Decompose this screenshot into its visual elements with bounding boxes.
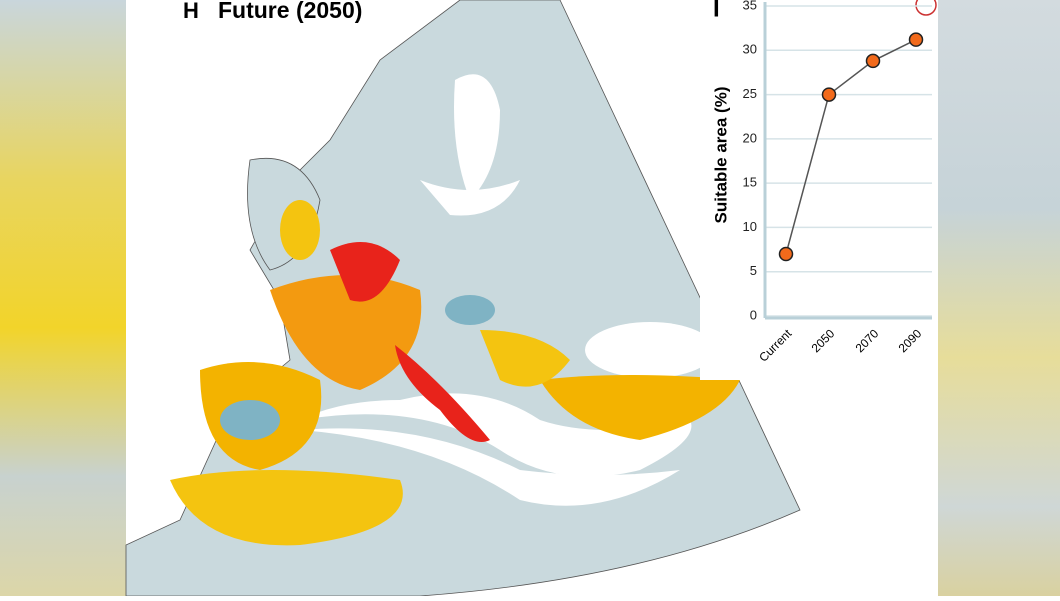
black-sea — [585, 322, 715, 378]
panel-label: I — [713, 0, 720, 22]
sea — [300, 428, 680, 506]
data-point — [821, 87, 837, 102]
suitability-area — [270, 275, 422, 390]
y-axis-title: Suitable area (%) — [711, 87, 730, 224]
line-chart: I Suitable area (%) — [700, 0, 938, 380]
map-title: Future (2050) — [218, 0, 362, 23]
y-tick-label: 0 — [750, 307, 757, 322]
data-point — [865, 53, 881, 69]
y-tick-label: 30 — [743, 42, 757, 57]
sea — [300, 393, 692, 477]
y-tick-label: 10 — [743, 219, 757, 234]
suitability-area — [280, 200, 320, 260]
y-tick-label: 25 — [743, 86, 757, 101]
map — [125, 0, 801, 597]
suitability-area — [220, 400, 280, 440]
suitability-area — [480, 330, 570, 387]
y-tick-label: 20 — [743, 130, 757, 145]
suitability-area — [330, 242, 400, 302]
suitability-area — [395, 345, 490, 442]
data-line — [785, 38, 917, 255]
panel-label: H — [183, 0, 199, 23]
suitability-area — [540, 375, 740, 440]
y-tick-label: 5 — [750, 263, 757, 278]
baltic-sea — [454, 74, 500, 200]
blurred-background — [0, 0, 126, 596]
chart-background — [700, 0, 938, 380]
suitability-area — [170, 470, 403, 546]
y-tick-label: 15 — [743, 175, 757, 190]
close-button[interactable] — [915, 0, 937, 16]
blurred-background — [938, 0, 1060, 596]
data-point — [908, 32, 924, 47]
y-tick-label: 35 — [743, 0, 757, 12]
suitability-area — [445, 295, 495, 325]
baltic-sea — [420, 180, 520, 216]
data-point — [778, 246, 794, 262]
